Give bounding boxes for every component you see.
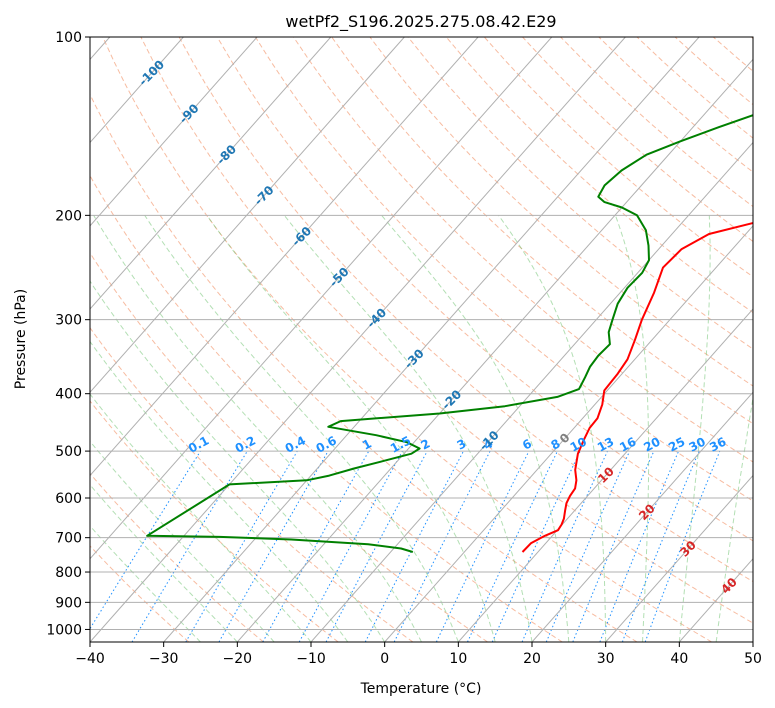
- isotherm-line: [90, 37, 405, 394]
- isotherm-line: [90, 37, 479, 477]
- x-tick-label: −30: [149, 651, 179, 667]
- y-axis-label: Pressure (hPa): [13, 289, 29, 389]
- mixing-ratio-label: 36: [707, 434, 728, 454]
- profile-line: [521, 221, 753, 553]
- isotherm-lines: [90, 37, 753, 642]
- mixing-ratio-label: 16: [617, 434, 638, 454]
- plot-area: [90, 37, 753, 642]
- y-tick-label: 600: [55, 491, 82, 507]
- dry-adiabat-line: [293, 37, 753, 463]
- y-axis-ticks: 100 200 300 400 500 600 700 800 900 1000: [46, 30, 90, 638]
- moist-adiabat-line: [93, 215, 422, 642]
- moist-adiabat-line: [678, 215, 711, 642]
- isotherm-line: [457, 308, 753, 642]
- profile-lines: [146, 114, 753, 553]
- dry-adiabat-line: [90, 174, 563, 642]
- x-tick-label: −10: [296, 651, 326, 667]
- y-tick-label: 400: [55, 387, 82, 403]
- moist-adiabat-line: [206, 215, 496, 642]
- x-tick-label: −20: [223, 651, 253, 667]
- moist-adiabat-line: [90, 525, 201, 642]
- mixing-ratio-label: 10: [568, 434, 589, 454]
- profile-line: [146, 114, 753, 553]
- x-tick-label: 20: [523, 651, 541, 667]
- y-tick-label: 100: [55, 30, 82, 46]
- dry-adiabat-line: [178, 37, 753, 583]
- moist-adiabat-line: [144, 215, 459, 642]
- x-axis-ticks: −40 −30 −20 −10 0 10 20 30 40 50: [75, 642, 762, 667]
- mixing-ratio-label: 30: [687, 434, 708, 454]
- isotherm-line: [384, 225, 753, 642]
- dry-adiabat-line: [140, 37, 753, 624]
- mixing-ratio-line: [599, 450, 680, 642]
- x-tick-label: −40: [75, 651, 105, 667]
- y-tick-label: 1000: [46, 622, 82, 638]
- y-tick-label: 200: [55, 208, 82, 224]
- moist-adiabat-line: [614, 215, 650, 642]
- y-tick-label: 900: [55, 595, 82, 611]
- moist-adiabat-line: [498, 215, 607, 642]
- mixing-ratio-line: [521, 450, 608, 642]
- dry-adiabat-line: [90, 252, 488, 642]
- plot-frame: [89, 36, 754, 643]
- x-tick-label: 30: [597, 651, 615, 667]
- dry-adiabat-line: [751, 37, 753, 39]
- mixing-ratio-line: [545, 450, 631, 642]
- dry-adiabat-line: [369, 37, 753, 387]
- isotherm-line: [531, 391, 753, 642]
- moist-adiabat-line: [90, 280, 386, 642]
- mixing-ratio-line: [644, 450, 721, 642]
- moist-adiabat-line: [283, 214, 533, 642]
- isotherm-line: [90, 37, 553, 560]
- moist-adiabat-line: [90, 440, 275, 642]
- dry-adiabat-line: [90, 400, 339, 642]
- moist-adiabat-line: [90, 484, 238, 642]
- mixing-ratio-line: [298, 450, 403, 642]
- isotherm-line: [752, 641, 753, 642]
- mixing-ratio-label: 25: [666, 434, 687, 454]
- moist-adiabats: [90, 214, 753, 642]
- mixing-ratio-line: [621, 450, 700, 642]
- isotherm-line: [90, 37, 184, 144]
- moist-adiabat-line: [90, 393, 312, 642]
- chart-title: wetPf2_S196.2025.275.08.42.E29: [285, 12, 556, 32]
- isotherm-line: [90, 37, 332, 310]
- mixing-ratio-label: 20: [641, 434, 662, 454]
- y-tick-label: 500: [55, 444, 82, 460]
- moist-adiabat-line: [90, 340, 349, 642]
- dry-adiabat-line: [90, 472, 264, 642]
- mixing-ratio-line: [393, 450, 491, 642]
- x-tick-label: 40: [670, 651, 688, 667]
- dry-adiabat-line: [90, 93, 638, 642]
- x-tick-label: 10: [449, 651, 467, 667]
- isotherm-line: [310, 141, 753, 642]
- x-axis-label: Temperature (°C): [360, 681, 482, 697]
- isotherm-line: [163, 37, 700, 642]
- isotherm-line: [90, 37, 258, 227]
- mixing-ratio-line: [572, 450, 655, 642]
- isotherm-line: [90, 37, 626, 642]
- y-tick-label: 700: [55, 531, 82, 547]
- dry-adiabat-line: [102, 37, 712, 642]
- dry-adiabat-line: [254, 37, 753, 502]
- mixing-ratio-line: [262, 450, 370, 642]
- x-tick-label: 0: [380, 651, 389, 667]
- mixing-ratio-label: 13: [595, 434, 616, 454]
- isotherm-line: [605, 474, 753, 642]
- mixing-ratio-line: [325, 450, 428, 642]
- x-tick-label: 50: [744, 651, 762, 667]
- y-tick-label: 300: [55, 313, 82, 329]
- y-tick-label: 800: [55, 565, 82, 581]
